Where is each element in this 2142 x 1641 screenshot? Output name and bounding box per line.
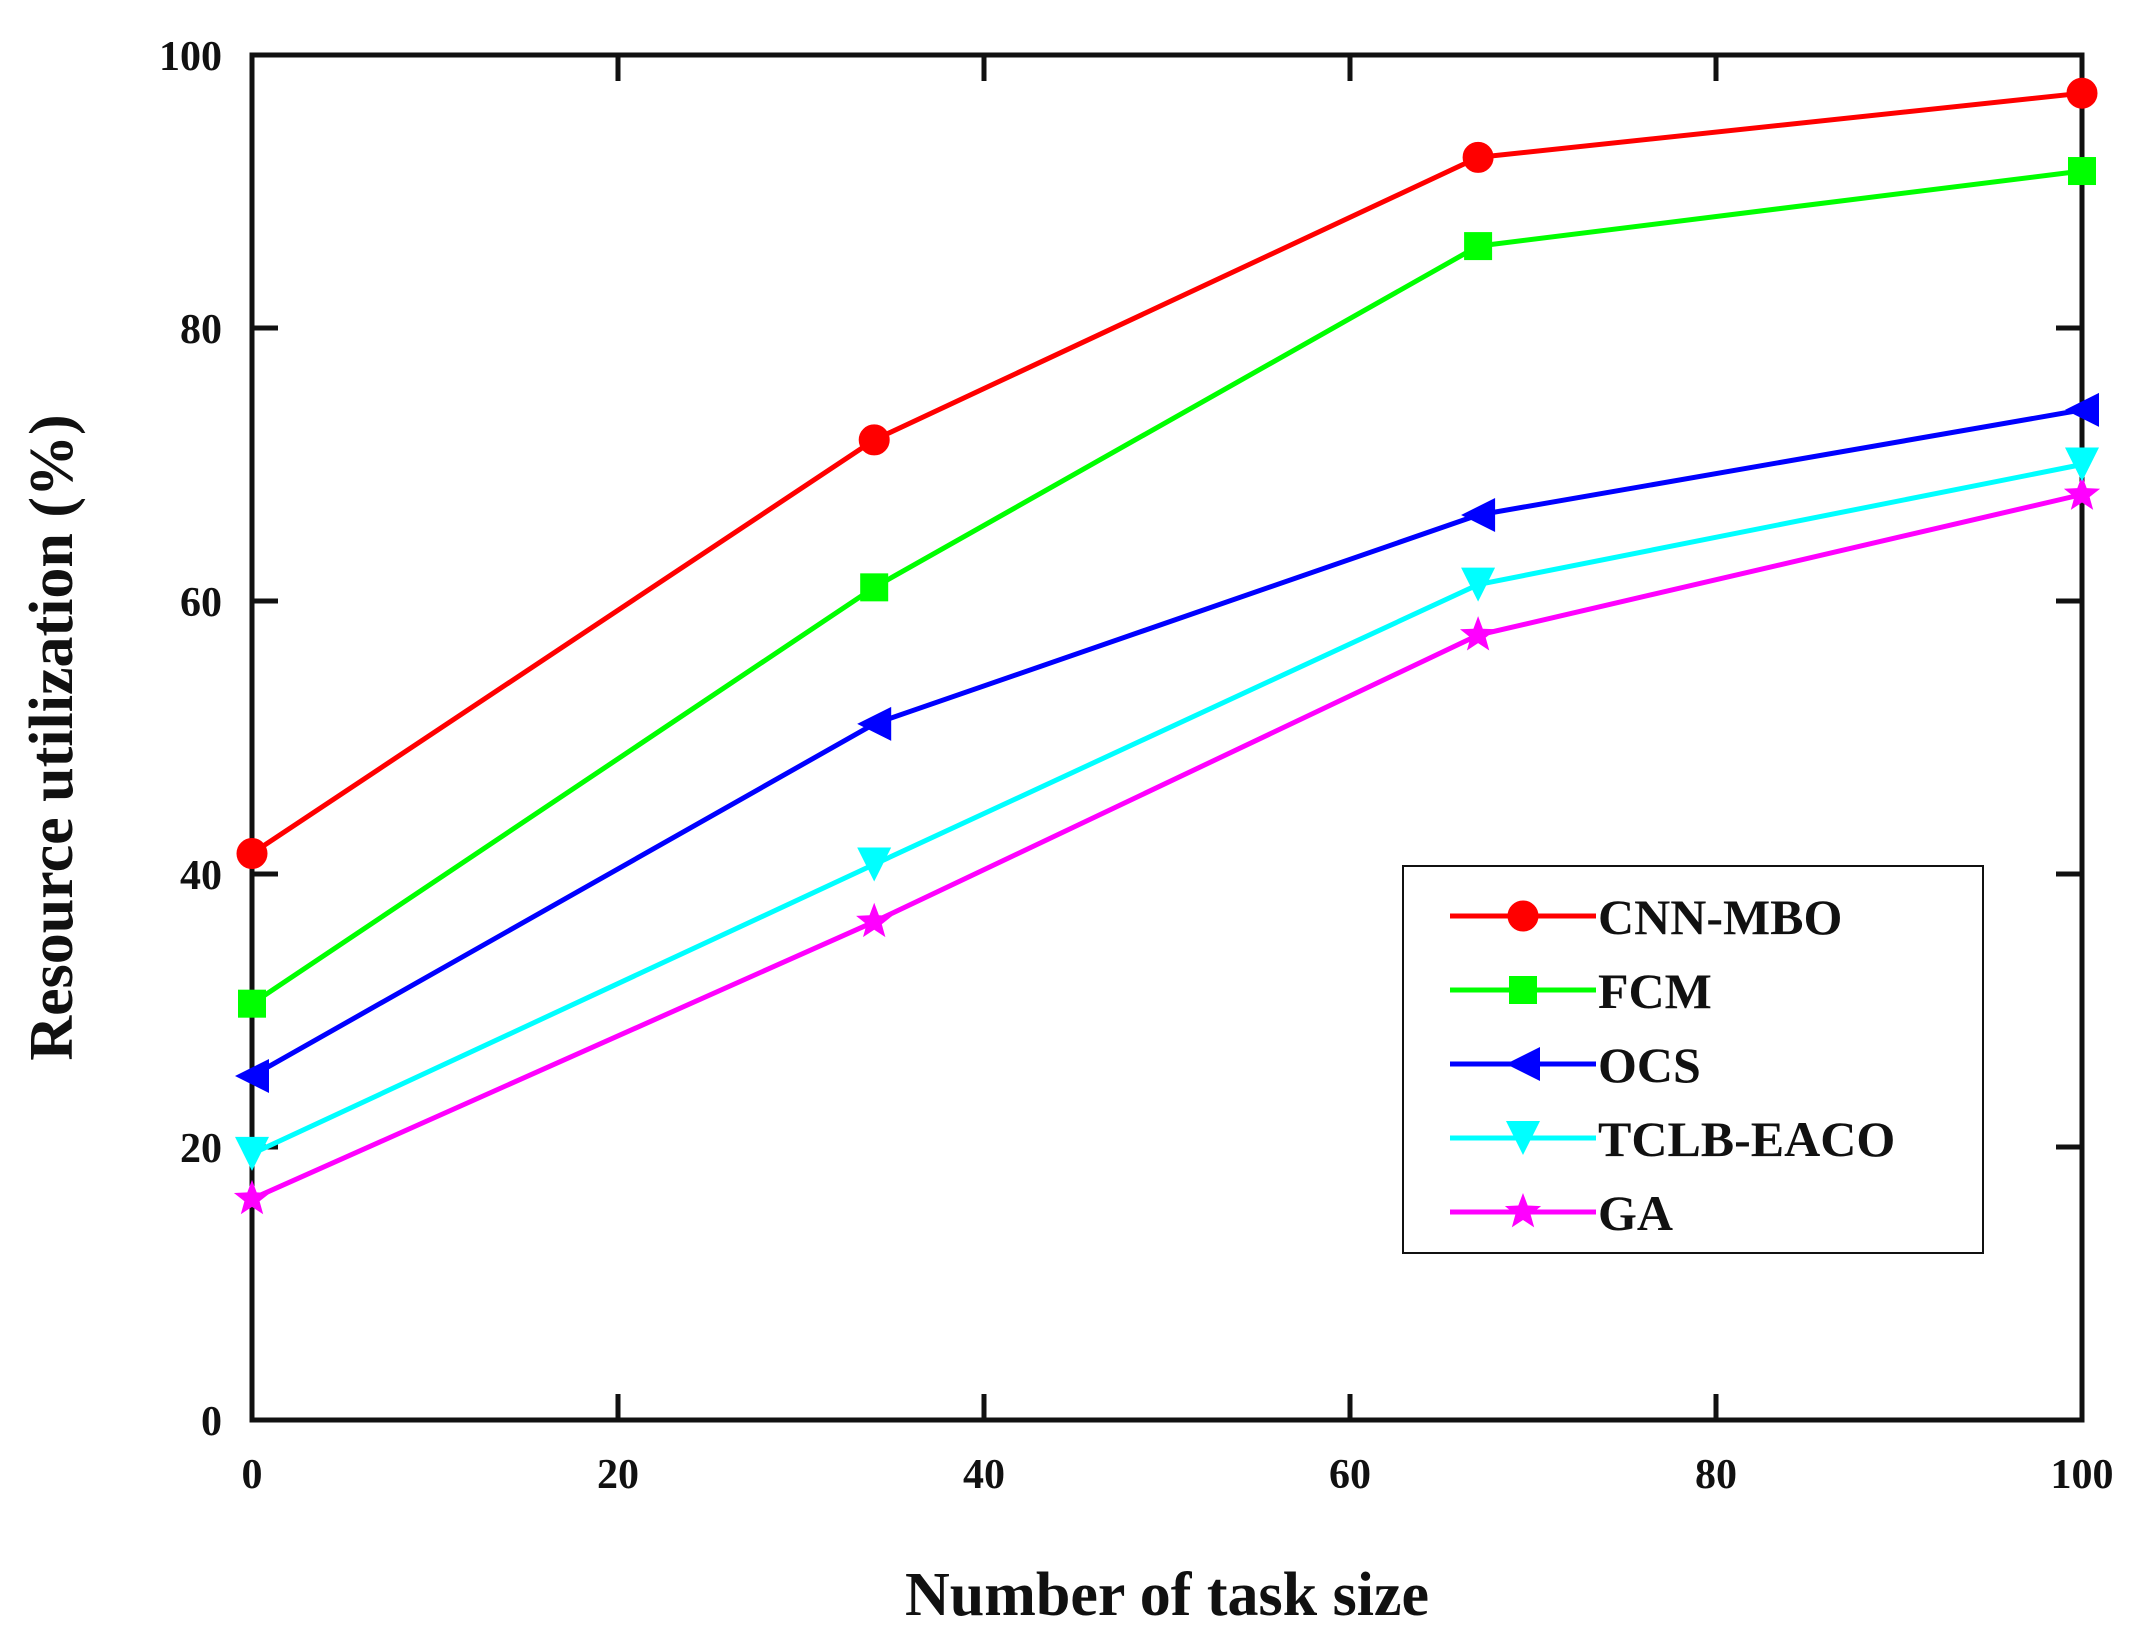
data-point-cnn-mbo	[236, 838, 268, 870]
series-line-cnn-mbo	[250, 90, 2083, 856]
data-point-ocs	[857, 706, 892, 741]
series-ga	[233, 475, 2101, 1215]
x-tick-label: 80	[1695, 1452, 1737, 1498]
series-line-ocs	[250, 407, 2083, 1079]
legend-item-fcm: FCM	[1450, 963, 1712, 1019]
data-point-tclb-eaco	[857, 847, 892, 882]
x-tick-label: 0	[242, 1452, 263, 1498]
legend-item-ga: GA	[1450, 1185, 1673, 1241]
data-point-fcm	[2068, 157, 2096, 186]
series-line-ga	[250, 492, 2083, 1202]
legend-marker-ga	[1504, 1193, 1542, 1228]
legend-marker-fcm	[1509, 976, 1537, 1004]
data-point-ga	[1460, 616, 1497, 651]
y-axis-title: Resource utilization (%)	[18, 414, 86, 1060]
series-ocs	[235, 392, 2099, 1094]
series-tclb-eaco	[235, 447, 2099, 1171]
data-point-ga	[233, 1179, 271, 1215]
legend-marker-tclb-eaco	[1506, 1121, 1540, 1155]
data-point-fcm	[1464, 232, 1493, 261]
data-point-ocs	[235, 1059, 269, 1094]
data-point-cnn-mbo	[2066, 77, 2098, 109]
legend-label-tclb-eaco: TCLB-EACO	[1598, 1111, 1895, 1167]
legend-label-ocs: OCS	[1598, 1037, 1701, 1093]
series-cnn-mbo	[236, 77, 2098, 870]
x-tick-label: 60	[1329, 1452, 1371, 1498]
legend-item-tclb-eaco: TCLB-EACO	[1450, 1111, 1895, 1167]
data-point-fcm	[238, 989, 266, 1018]
plot-area: 0 20 40 60 80 100 0 20 40 60 80 100 CNN-MBO FCM OCS TCL…	[159, 34, 2114, 1498]
legend-label-fcm: FCM	[1598, 963, 1712, 1019]
y-tick-label: 80	[180, 307, 222, 353]
plot-frame	[249, 52, 2085, 1423]
series-fcm	[238, 157, 2096, 1018]
legend-label-cnn-mbo: CNN-MBO	[1598, 889, 1842, 945]
data-point-ga	[2063, 475, 2101, 510]
data-point-cnn-mbo	[1462, 141, 1494, 173]
x-tick-label: 40	[963, 1452, 1005, 1498]
y-tick-label: 40	[180, 853, 222, 899]
legend-label-ga: GA	[1598, 1185, 1673, 1241]
data-point-ga	[856, 902, 893, 938]
y-tick-label: 100	[159, 34, 222, 80]
x-tick-label: 20	[597, 1452, 639, 1498]
series-line-fcm	[250, 168, 2083, 1006]
legend-marker-cnn-mbo	[1507, 900, 1539, 932]
legend-item-cnn-mbo: CNN-MBO	[1450, 889, 1842, 945]
legend: CNN-MBO FCM OCS TCLB-EACO GA	[1402, 865, 1984, 1254]
x-axis-title: Number of task size	[905, 1561, 1429, 1629]
legend-marker-ocs	[1506, 1047, 1540, 1081]
y-tick-label: 20	[180, 1126, 222, 1172]
data-point-tclb-eaco	[2065, 447, 2099, 482]
data-point-tclb-eaco	[1461, 567, 1496, 602]
y-tick-label: 0	[201, 1399, 222, 1445]
series-line-tclb-eaco	[250, 462, 2083, 1157]
legend-item-ocs: OCS	[1450, 1037, 1701, 1093]
data-point-fcm	[860, 573, 889, 602]
data-point-ocs	[1461, 498, 1496, 533]
data-point-cnn-mbo	[858, 424, 890, 456]
legend-box	[1402, 865, 1984, 1254]
x-tick-label: 100	[2051, 1452, 2114, 1498]
y-tick-label: 60	[180, 580, 222, 626]
data-point-ocs	[2065, 392, 2099, 427]
data-point-tclb-eaco	[235, 1136, 269, 1171]
